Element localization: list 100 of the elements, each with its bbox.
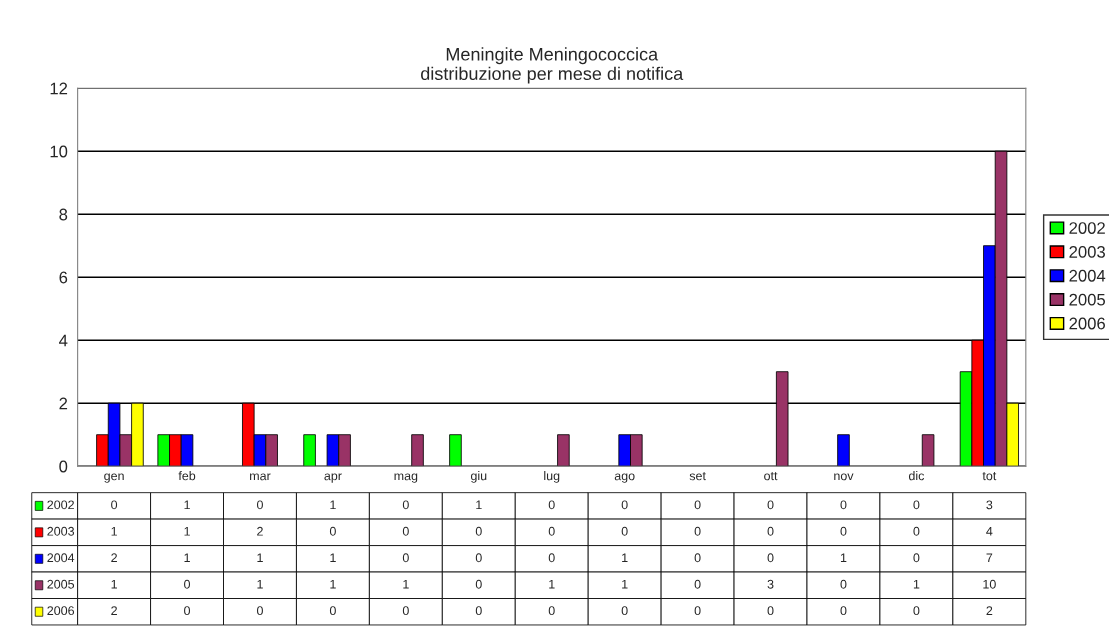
data-label: 1 xyxy=(622,553,628,563)
data-label: 0 xyxy=(256,500,263,510)
data-label: 0 xyxy=(694,553,701,563)
data-label: 1 xyxy=(257,579,263,589)
data-label: 2 xyxy=(111,606,117,615)
data-label: 7 xyxy=(986,553,993,563)
data-label: 1 xyxy=(622,579,628,589)
data-label: 0 xyxy=(402,500,409,510)
x-tick-label: nov xyxy=(834,473,854,481)
legend-label: 2006 xyxy=(1069,317,1105,330)
data-label: 0 xyxy=(767,500,774,510)
data-label: 0 xyxy=(548,526,555,536)
text: 2006 xyxy=(47,606,75,616)
bar xyxy=(837,434,850,467)
data-label: 0 xyxy=(184,579,191,589)
bar xyxy=(557,434,570,467)
data-label: 10 xyxy=(983,579,996,589)
data-label: 1 xyxy=(184,500,190,510)
data-label: 0 xyxy=(475,579,482,589)
x-tick-label: feb xyxy=(178,471,196,481)
data-label: 1 xyxy=(403,579,409,589)
data-label: 1 xyxy=(184,526,190,536)
data-label: 0 xyxy=(621,500,628,510)
data-label: 0 xyxy=(475,553,482,563)
data-label: 0 xyxy=(767,526,774,536)
data-label: 0 xyxy=(913,526,920,536)
data-label: 0 xyxy=(548,553,555,563)
data-label: 0 xyxy=(621,606,628,616)
x-tick-label: gen xyxy=(104,473,124,483)
data-label: 1 xyxy=(549,579,555,589)
x-tick-label: mag xyxy=(394,473,418,483)
data-label: 0 xyxy=(840,500,847,510)
y-tick-label: 0 xyxy=(59,460,68,473)
y-tick-label: 4 xyxy=(59,334,68,347)
data-label: 0 xyxy=(767,606,774,616)
data-label: 0 xyxy=(475,606,482,616)
y-tick-label: 6 xyxy=(59,271,68,284)
data-label: 0 xyxy=(111,500,118,510)
data-label: 1 xyxy=(330,553,336,563)
x-tick-label: ago xyxy=(614,473,635,483)
legend-label: 2005 xyxy=(1069,293,1106,306)
data-label: 1 xyxy=(330,579,336,589)
bar xyxy=(449,434,462,467)
legend-label: 2003 xyxy=(47,526,75,536)
x-tick-label: dic xyxy=(908,471,925,481)
data-label: 0 xyxy=(548,500,555,510)
text: 2004 xyxy=(47,553,75,563)
x-tick-label: giu xyxy=(470,471,487,483)
data-label: 0 xyxy=(840,526,847,536)
x-tick-label: tot xyxy=(982,472,997,481)
bar xyxy=(303,434,316,467)
data-label: 0 xyxy=(694,579,701,589)
bar xyxy=(921,434,935,467)
data-label: 2 xyxy=(111,553,117,563)
data-label: 0 xyxy=(694,526,701,536)
data-label: 0 xyxy=(329,526,336,536)
data-label: 0 xyxy=(840,606,847,616)
x-tick-label: mar xyxy=(250,473,271,481)
data-label: 4 xyxy=(986,526,993,536)
data-label: 1 xyxy=(184,553,190,563)
x-tick-label: apr xyxy=(324,473,342,483)
x-tick-label: set xyxy=(689,472,706,481)
data-label: 0 xyxy=(767,553,774,563)
data-label: 1 xyxy=(913,579,920,589)
data-label: 1 xyxy=(840,553,847,563)
chart-title: Meningite Meningococcica distribuzione per mese di notifica xyxy=(421,47,684,84)
text: 2005 xyxy=(47,579,75,589)
data-label: 3 xyxy=(986,500,993,510)
data-label: 0 xyxy=(184,606,191,616)
data-label: 0 xyxy=(694,500,701,510)
data-label: 2 xyxy=(986,606,993,615)
bar xyxy=(411,434,424,467)
y-tick-label: 8 xyxy=(59,208,68,221)
data-label: 0 xyxy=(694,606,701,616)
data-label: 0 xyxy=(913,553,920,563)
y-tick-label: 12 xyxy=(50,82,68,95)
x-tick-label: ott xyxy=(764,472,778,481)
data-label: 0 xyxy=(256,606,263,616)
data-label: 0 xyxy=(475,526,482,536)
data-label: 0 xyxy=(402,606,409,616)
data-label: 0 xyxy=(548,606,555,616)
data-label: 1 xyxy=(257,553,263,563)
data-label: 1 xyxy=(111,526,117,536)
data-label: 0 xyxy=(621,526,628,536)
data-label: 0 xyxy=(913,606,920,616)
data-label: 1 xyxy=(330,500,336,510)
text: 2003 xyxy=(1069,246,1105,258)
text: 2002 xyxy=(1069,222,1105,234)
legend-label: 2002 xyxy=(47,500,74,510)
data-label: 2 xyxy=(257,526,263,536)
data-label: 0 xyxy=(329,606,336,616)
data-label: 1 xyxy=(111,579,117,589)
data-label: 3 xyxy=(767,579,774,589)
data-label: 0 xyxy=(840,579,847,589)
legend-label: 2004 xyxy=(1069,269,1106,282)
x-tick-label: lug xyxy=(544,471,560,483)
data-label: 0 xyxy=(913,500,920,510)
data-label: 0 xyxy=(402,526,409,536)
data-label: 1 xyxy=(476,500,482,510)
y-tick-label: 2 xyxy=(59,397,68,410)
